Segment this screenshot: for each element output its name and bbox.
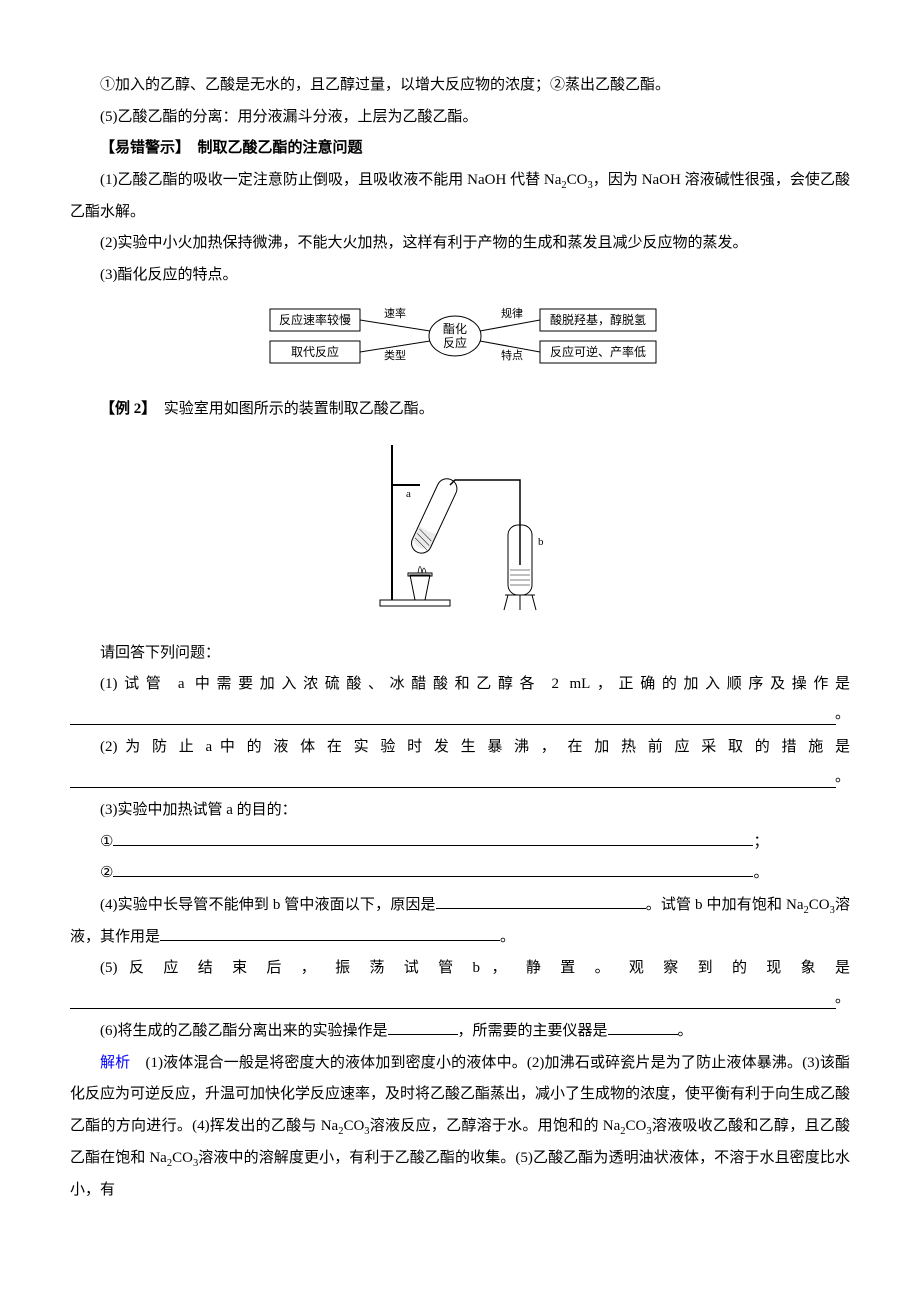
question-1: (1)试管 a 中需要加入浓硫酸、冰醋酸和乙醇各 2 mL，正确的加入顺序及操作… (70, 669, 850, 701)
question-3-head: (3)实验中加热试管 a 的目的： (70, 795, 850, 827)
analysis: 解析 (1)液体混合一般是将密度大的液体加到密度小的液体中。(2)加沸石或碎瓷片… (70, 1048, 850, 1207)
question-4: (4)实验中长导管不能伸到 b 管中液面以下，原因是 。试管 b 中加有饱和 Na… (70, 890, 850, 954)
dia-feat: 特点 (501, 348, 523, 362)
dia-rate-slow: 反应速率较慢 (279, 312, 351, 327)
dia-sub: 取代反应 (291, 344, 339, 359)
question-intro: 请回答下列问题： (70, 638, 850, 670)
warning-title: 【易错警示】 制取乙酸乙酯的注意问题 (70, 133, 850, 165)
ana-c: 溶液反应，乙醇溶于水。用饱和的 Na (370, 1118, 621, 1134)
q5-text: (5) 反 应 结 束 后 ， 振 荡 试 管 b ， 静 置 。 观 察 到 … (100, 960, 850, 976)
q3-semi: ； (753, 834, 768, 850)
label-a: a (406, 488, 411, 500)
ana-f: CO (172, 1150, 193, 1166)
blank-3-2[interactable] (113, 876, 753, 877)
intro-line-2: (5)乙酸乙酯的分离：用分液漏斗分液，上层为乙酸乙酯。 (70, 102, 850, 134)
answer-line-5[interactable]: 。 (70, 985, 850, 1017)
q6-a: (6)将生成的乙酸乙酯分离出来的实验操作是 (100, 1023, 388, 1039)
warn1-b: CO (567, 172, 588, 188)
dia-center-2: 反应 (443, 335, 467, 350)
warning-1: (1)乙酸乙酯的吸收一定注意防止倒吸，且吸收液不能用 NaOH 代替 Na2CO… (70, 165, 850, 229)
dia-center-1: 酯化 (443, 322, 467, 336)
dia-rev: 反应可逆、产率低 (550, 344, 646, 359)
warning-3: (3)酯化反应的特点。 (70, 260, 850, 292)
apparatus-svg: a b (360, 435, 560, 615)
q6-b: ，所需要的主要仪器是 (458, 1023, 608, 1039)
esterification-diagram: 反应速率较慢 取代反应 速率 类型 酯化 反应 规律 特点 酸脱羟基，醇脱氢 反… (70, 301, 850, 384)
circle-1: ① (100, 834, 113, 850)
blank-3-1[interactable] (113, 845, 753, 846)
question-6: (6)将生成的乙酸乙酯分离出来的实验操作是 ，所需要的主要仪器是 。 (70, 1016, 850, 1048)
q4-a: (4)实验中长导管不能伸到 b 管中液面以下，原因是 (100, 897, 436, 913)
question-2: (2) 为 防 止 a 中 的 液 体 在 实 验 时 发 生 暴 沸 ， 在 … (70, 732, 850, 764)
example-text: 实验室用如图所示的装置制取乙酸乙酯。 (149, 401, 434, 417)
question-3-line-2: ②。 (70, 858, 850, 890)
blank-6-1[interactable] (388, 1034, 458, 1035)
q6-period: 。 (678, 1023, 693, 1039)
dia-rule: 规律 (501, 306, 523, 320)
q4-c: CO (809, 897, 830, 913)
circle-2: ② (100, 865, 113, 881)
question-3-line-1: ①； (70, 827, 850, 859)
example-label: 【例 2】 (100, 401, 149, 417)
example-2: 【例 2】 实验室用如图所示的装置制取乙酸乙酯。 (70, 394, 850, 426)
esterification-svg: 反应速率较慢 取代反应 速率 类型 酯化 反应 规律 特点 酸脱羟基，醇脱氢 反… (260, 301, 660, 371)
q3-period: 。 (753, 865, 768, 881)
q1-period: 。 (835, 699, 850, 731)
blank-6-2[interactable] (608, 1034, 678, 1035)
ana-b: CO (343, 1118, 364, 1134)
question-5: (5) 反 应 结 束 后 ， 振 荡 试 管 b ， 静 置 。 观 察 到 … (70, 953, 850, 985)
apparatus-figure: a b (70, 435, 850, 628)
q2-text: (2) 为 防 止 a 中 的 液 体 在 实 验 时 发 生 暴 沸 ， 在 … (100, 739, 850, 755)
analysis-label: 解析 (100, 1055, 130, 1071)
answer-line-2[interactable]: 。 (70, 764, 850, 796)
blank-4-2[interactable] (160, 940, 500, 941)
ana-d: CO (625, 1118, 646, 1134)
q1-text: (1)试管 a 中需要加入浓硫酸、冰醋酸和乙醇各 2 mL，正确的加入顺序及操作… (100, 676, 850, 692)
page: ①加入的乙醇、乙酸是无水的，且乙醇过量，以增大反应物的浓度；②蒸出乙酸乙酯。 (… (0, 0, 920, 1266)
answer-line-1[interactable]: 。 (70, 701, 850, 733)
q5-period: 。 (835, 983, 850, 1015)
warn1-a: (1)乙酸乙酯的吸收一定注意防止倒吸，且吸收液不能用 NaOH 代替 Na (100, 172, 561, 188)
dia-type: 类型 (384, 348, 406, 362)
dia-rate: 速率 (384, 306, 406, 320)
warning-2: (2)实验中小火加热保持微沸，不能大火加热，这样有利于产物的生成和蒸发且减少反应… (70, 228, 850, 260)
label-b: b (538, 536, 544, 548)
q2-period: 。 (835, 762, 850, 794)
blank-4-1[interactable] (436, 908, 646, 909)
q4-period: 。 (500, 929, 515, 945)
q4-b: 。试管 b 中加有饱和 Na (646, 897, 804, 913)
intro-line-1: ①加入的乙醇、乙酸是无水的，且乙醇过量，以增大反应物的浓度；②蒸出乙酸乙酯。 (70, 70, 850, 102)
dia-acid: 酸脱羟基，醇脱氢 (550, 312, 646, 327)
